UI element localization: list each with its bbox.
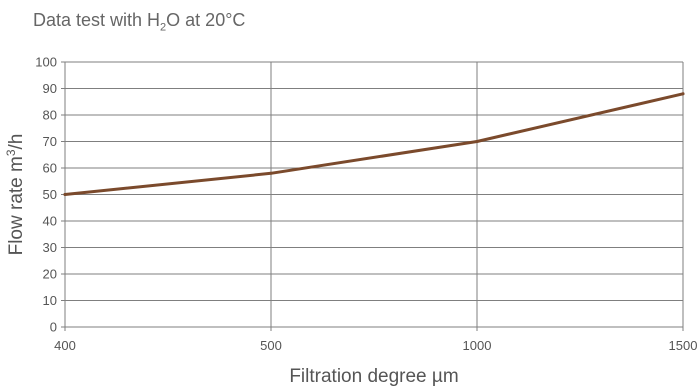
data-point <box>681 92 685 96</box>
x-tick-label: 500 <box>260 338 282 353</box>
y-axis-label-superscript: 3 <box>4 149 18 156</box>
y-tick-label: 50 <box>43 187 57 202</box>
data-point <box>475 140 479 143</box>
x-tick-label: 1500 <box>669 338 698 353</box>
data-point <box>269 171 273 175</box>
y-tick-label: 80 <box>43 108 57 123</box>
y-tick-label: 100 <box>35 55 57 70</box>
y-tick-label: 90 <box>43 81 57 96</box>
x-tick-label: 400 <box>54 338 76 353</box>
y-tick-label: 10 <box>43 293 57 308</box>
y-axis-label: Flow rate m3/h <box>4 134 27 256</box>
y-tick-label: 70 <box>43 134 57 149</box>
chart-title-suffix: O at 20°C <box>166 10 246 30</box>
x-tick-label: 1000 <box>463 338 492 353</box>
chart-title-prefix: Data test with H <box>33 10 161 30</box>
chart-title: Data test with H2O at 20°C <box>33 10 246 34</box>
y-tick-label: 40 <box>43 214 57 229</box>
x-tick-labels: 400 500 1000 1500 <box>54 338 697 353</box>
x-axis-label: Filtration degree µm <box>289 366 458 387</box>
series-line <box>63 92 685 196</box>
y-axis-label-prefix: Flow rate m <box>6 156 27 255</box>
y-axis-label-suffix: /h <box>6 134 27 150</box>
data-point <box>63 193 67 196</box>
y-tick-label: 60 <box>43 161 57 176</box>
chart-title-subscript: 2 <box>160 21 167 34</box>
y-tick-label: 20 <box>43 267 57 282</box>
y-tick-labels: 0 10 20 30 40 50 60 70 80 90 100 <box>35 55 57 335</box>
axes <box>61 61 684 331</box>
y-tick-label: 0 <box>50 320 57 335</box>
series <box>63 92 685 196</box>
grid <box>65 61 684 327</box>
y-tick-label: 30 <box>43 240 57 255</box>
